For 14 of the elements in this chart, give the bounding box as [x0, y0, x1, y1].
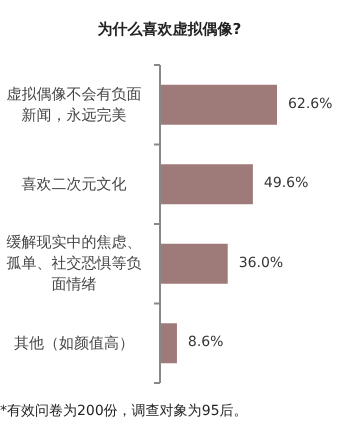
data-label: 36.0% [238, 254, 284, 271]
chart-title: 为什么喜欢虚拟偶像? [96, 20, 242, 39]
bar [161, 84, 277, 125]
y-tick-label: 其他（如颜值高） [13, 332, 135, 354]
y-tick-label: 缓解现实中的焦虑、孤单、社交恐惧等负面情绪 [6, 232, 142, 296]
bar [161, 323, 177, 364]
y-tick-label: 虚拟偶像不会有负面新闻，永远完美 [6, 84, 142, 126]
bar [161, 164, 253, 204]
data-label: 8.6% [188, 334, 224, 350]
data-label: 49.6% [264, 175, 308, 192]
text: *有效问卷为200份，调查对象为95后。 [0, 402, 249, 420]
bar [161, 244, 228, 284]
y-tick-label: 喜欢二次元文化 [20, 174, 128, 195]
data-label: 62.6% [288, 96, 332, 112]
